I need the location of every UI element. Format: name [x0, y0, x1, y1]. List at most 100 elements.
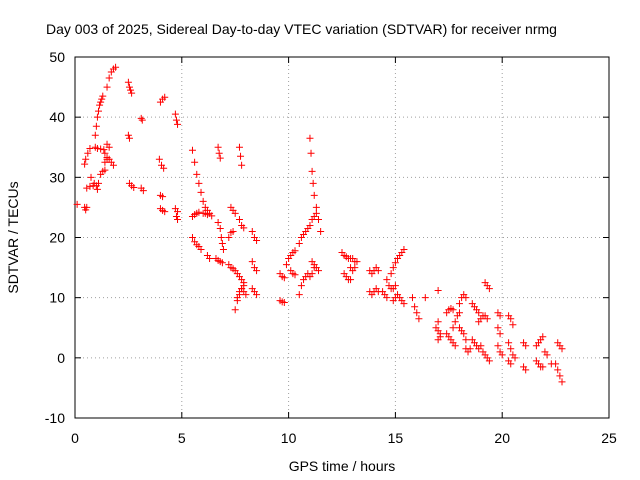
data-point — [383, 294, 391, 302]
data-point — [400, 246, 408, 254]
data-point — [125, 83, 133, 91]
data-point — [312, 203, 320, 211]
data-point — [451, 342, 459, 350]
data-point — [253, 267, 261, 275]
data-point — [86, 182, 94, 190]
data-point — [485, 285, 493, 293]
data-point — [411, 303, 419, 311]
data-point — [494, 324, 502, 332]
data-point — [558, 345, 566, 353]
chart-title: Day 003 of 2025, Sidereal Day-to-day VTE… — [46, 21, 557, 37]
data-point — [174, 215, 182, 223]
data-point — [159, 193, 167, 201]
y-tick-label: 0 — [57, 350, 65, 366]
data-point — [225, 234, 233, 241]
data-point — [231, 306, 239, 314]
data-point — [556, 372, 564, 380]
data-point — [389, 264, 397, 272]
data-point — [124, 131, 132, 139]
data-point — [208, 212, 216, 220]
data-point — [485, 357, 493, 365]
data-point — [100, 146, 108, 154]
data-point — [282, 261, 290, 269]
data-point — [191, 158, 199, 166]
data-point — [477, 342, 485, 350]
data-point — [127, 86, 135, 94]
data-point — [415, 315, 423, 323]
data-point — [511, 354, 519, 362]
data-point — [543, 351, 551, 359]
data-point — [295, 291, 303, 299]
y-tick-label: 30 — [49, 169, 65, 185]
data-point — [400, 300, 408, 308]
y-tick-label: 10 — [49, 290, 65, 306]
data-point — [174, 120, 182, 128]
data-point — [174, 208, 182, 216]
data-point — [248, 227, 256, 235]
data-point — [206, 255, 214, 263]
data-point — [105, 74, 113, 82]
data-point — [130, 184, 138, 192]
data-point — [161, 93, 169, 101]
y-tick-label: 40 — [49, 109, 65, 125]
data-point — [306, 221, 314, 229]
data-point — [160, 164, 168, 172]
grid-lines — [75, 57, 609, 418]
data-point — [280, 298, 288, 306]
data-point — [455, 309, 463, 317]
data-point — [253, 237, 261, 245]
data-point — [83, 203, 91, 211]
data-point — [231, 209, 239, 217]
data-point — [73, 200, 81, 208]
data-point — [125, 134, 133, 142]
data-point — [139, 187, 147, 195]
x-tick-label: 15 — [388, 430, 404, 446]
data-point — [238, 161, 246, 169]
data-point — [84, 149, 92, 157]
data-point — [82, 155, 90, 163]
data-point — [483, 315, 491, 323]
data-point — [310, 264, 318, 272]
data-point — [449, 324, 457, 332]
data-point — [155, 155, 163, 163]
data-point — [312, 209, 320, 217]
data-point — [97, 145, 105, 153]
data-point — [235, 291, 243, 299]
data-point — [291, 271, 299, 279]
y-tick-label: -10 — [45, 410, 65, 426]
data-point — [315, 215, 323, 223]
data-point — [217, 234, 225, 241]
data-point — [188, 234, 196, 241]
data-point — [539, 333, 547, 341]
data-point — [494, 342, 502, 350]
data-point — [101, 166, 109, 174]
data-point — [112, 63, 120, 71]
data-point — [295, 240, 303, 248]
data-point — [374, 267, 382, 275]
data-point — [462, 294, 470, 302]
data-point — [94, 107, 102, 115]
data-point — [522, 342, 530, 350]
data-point — [93, 144, 101, 152]
data-point — [498, 351, 506, 359]
data-point — [93, 113, 101, 121]
data-point — [97, 98, 105, 106]
data-point — [466, 345, 474, 353]
x-tick-label: 20 — [494, 430, 510, 446]
data-point — [203, 211, 211, 219]
data-point — [408, 294, 416, 302]
data-point — [99, 92, 107, 100]
x-tick-label: 10 — [281, 430, 297, 446]
data-point — [218, 259, 226, 267]
data-point — [128, 89, 136, 97]
data-point — [383, 276, 391, 284]
data-point — [197, 246, 205, 254]
data-point — [507, 315, 515, 323]
data-point — [308, 167, 316, 175]
y-tick-labels: -10 0 10 20 30 40 50 — [45, 49, 65, 426]
data-point — [89, 182, 97, 190]
data-point — [475, 309, 483, 317]
data-point — [218, 240, 226, 248]
data-point — [547, 360, 555, 368]
data-point — [421, 294, 429, 302]
